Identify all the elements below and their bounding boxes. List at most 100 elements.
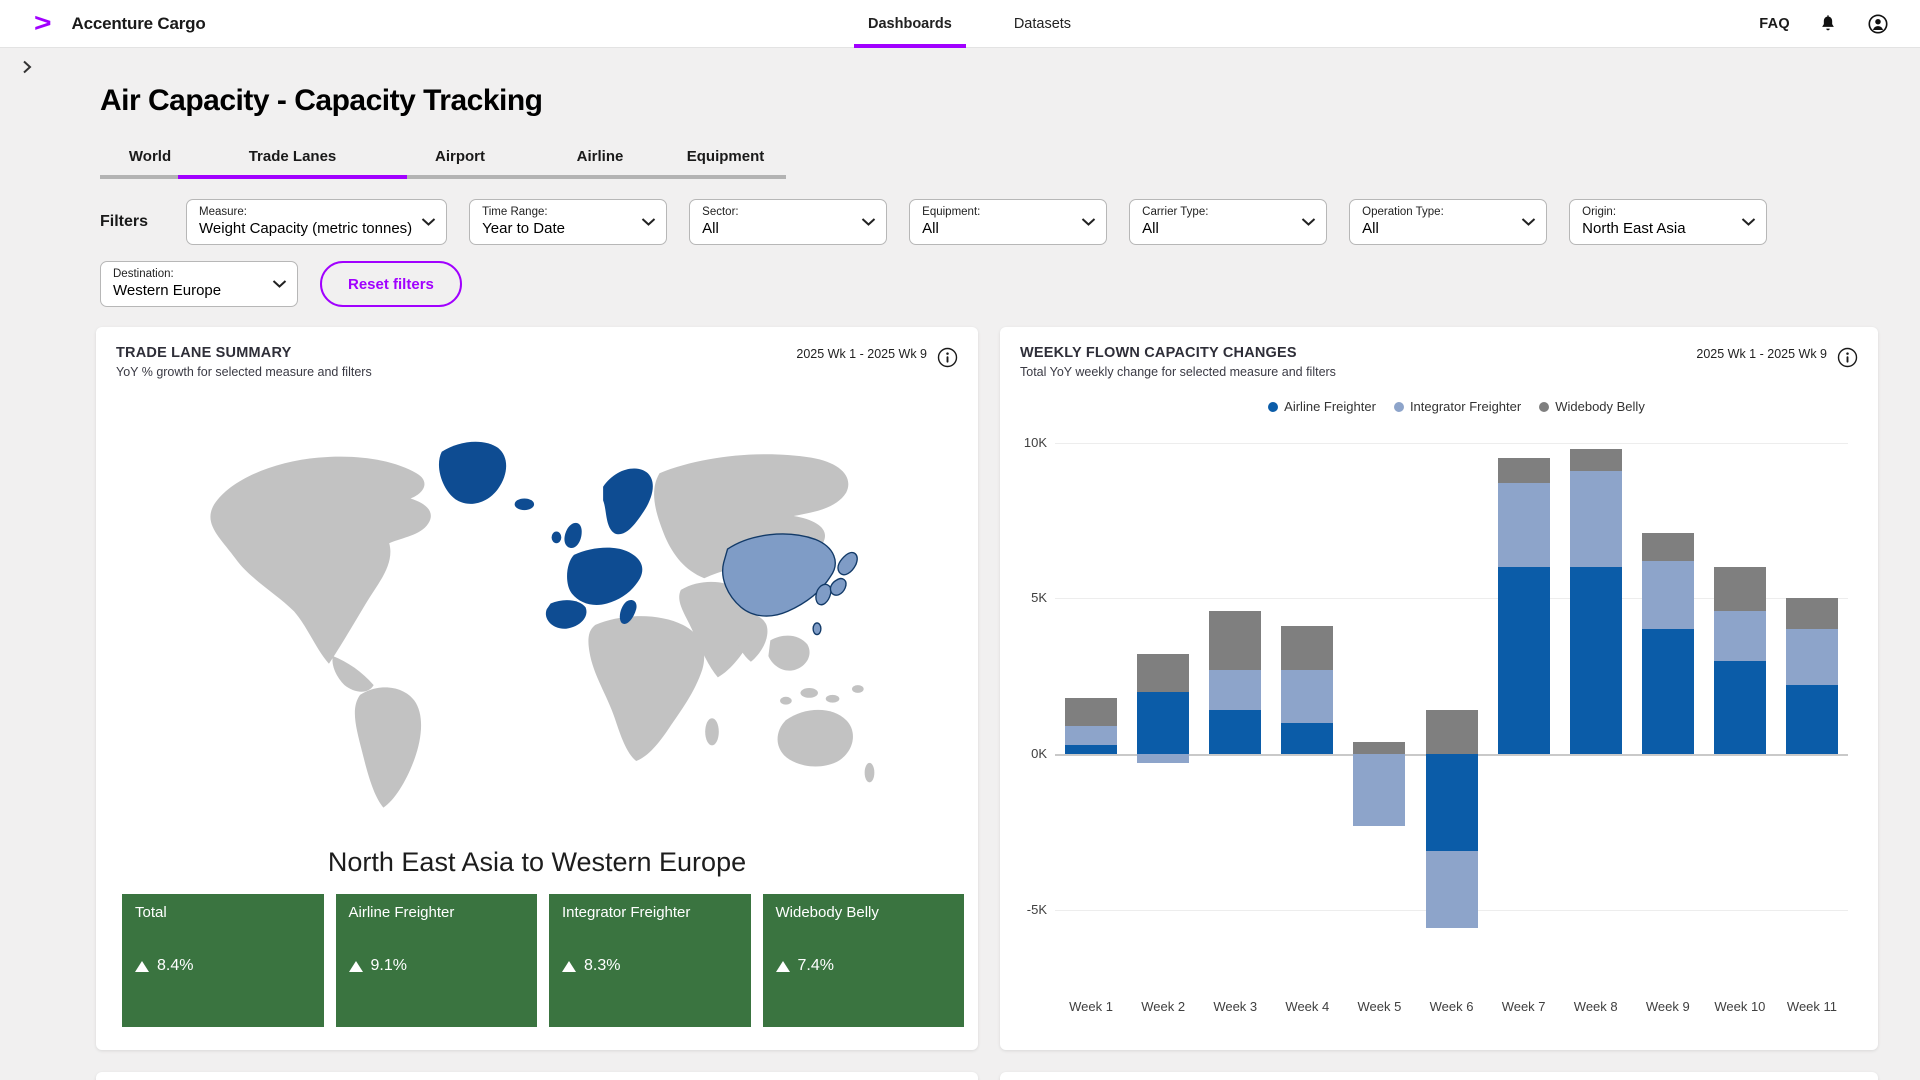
map-scandinavia-highlight [603, 469, 653, 535]
reset-filters-button[interactable]: Reset filters [320, 261, 462, 307]
app-header: > Accenture Cargo DashboardsDatasets FAQ [0, 0, 1920, 48]
bar-week-8-airline-freighter[interactable] [1570, 567, 1622, 754]
bar-week-2-airline-freighter[interactable] [1137, 692, 1189, 754]
x-tick-label: Week 8 [1560, 999, 1632, 1014]
chevron-down-icon [1081, 218, 1096, 227]
info-icon[interactable] [1837, 347, 1858, 368]
filter-carrier-type[interactable]: Carrier Type:All [1129, 199, 1327, 245]
brand-title: Accenture Cargo [72, 14, 206, 34]
info-icon[interactable] [937, 347, 958, 368]
nav-dashboards[interactable]: Dashboards [860, 0, 960, 48]
filter-label: Time Range: [482, 206, 632, 218]
bar-week-8-integrator-freighter[interactable] [1570, 471, 1622, 568]
tab-trade-lanes[interactable]: Trade Lanes [200, 140, 385, 179]
filter-label: Carrier Type: [1142, 206, 1292, 218]
date-range: 2025 Wk 1 - 2025 Wk 9 [1696, 347, 1827, 361]
legend-widebody-belly[interactable]: Widebody Belly [1539, 399, 1645, 414]
notifications-bell-icon[interactable] [1816, 12, 1840, 36]
filter-operation-type[interactable]: Operation Type: All [1349, 199, 1547, 245]
bar-week-3-widebody-belly[interactable] [1209, 611, 1261, 670]
bar-week-6-widebody-belly[interactable] [1426, 710, 1478, 754]
filter-time-range[interactable]: Time Range: Year to Date [469, 199, 667, 245]
bar-week-6-integrator-freighter[interactable] [1426, 851, 1478, 929]
bar-week-2-widebody-belly[interactable] [1137, 654, 1189, 691]
bar-week-1-integrator-freighter[interactable] [1065, 726, 1117, 745]
bar-week-8-widebody-belly[interactable] [1570, 449, 1622, 471]
filter-label: Destination: [113, 268, 263, 280]
bar-week-11-airline-freighter[interactable] [1786, 685, 1838, 754]
faq-link[interactable]: FAQ [1759, 16, 1790, 32]
bar-week-4-widebody-belly[interactable] [1281, 626, 1333, 670]
page-title: Air Capacity - Capacity Tracking [100, 84, 1920, 118]
x-tick-label: Week 5 [1343, 999, 1415, 1014]
bar-week-1-airline-freighter[interactable] [1065, 745, 1117, 754]
bar-week-10-airline-freighter[interactable] [1714, 661, 1766, 754]
legend-dot-icon [1539, 402, 1549, 412]
x-tick-label: Week 2 [1127, 999, 1199, 1014]
bar-week-3-airline-freighter[interactable] [1209, 710, 1261, 754]
bar-week-4-airline-freighter[interactable] [1281, 723, 1333, 754]
main-nav: Dashboards Datasets [860, 0, 1079, 48]
bar-week-1-widebody-belly[interactable] [1065, 698, 1117, 726]
bar-week-3-integrator-freighter[interactable] [1209, 670, 1261, 710]
tab-airport[interactable]: Airport [385, 140, 535, 179]
bar-week-2-integrator-freighter[interactable] [1137, 754, 1189, 763]
map-japan-highlight [838, 553, 857, 575]
filter-value: All [1362, 220, 1512, 237]
chevron-down-icon [421, 218, 436, 227]
trade-lane-caption: North East Asia to Western Europe [96, 847, 978, 878]
legend-dot-icon [1394, 402, 1404, 412]
stat-label: Integrator Freighter [562, 904, 738, 921]
bar-week-10-widebody-belly[interactable] [1714, 567, 1766, 611]
filter-value: Western Europe [113, 282, 263, 299]
stat-airline-freighter: Airline Freighter9.1% [336, 894, 538, 1027]
tab-world[interactable]: World [100, 140, 200, 179]
tab-equipment[interactable]: Equipment [665, 140, 786, 179]
map-north-america [210, 457, 430, 664]
bar-week-5-widebody-belly[interactable] [1353, 742, 1405, 754]
legend-airline-freighter[interactable]: Airline Freighter [1268, 399, 1376, 414]
filter-equipment[interactable]: Equipment:All [909, 199, 1107, 245]
bar-week-9-integrator-freighter[interactable] [1642, 561, 1694, 630]
bar-week-6-airline-freighter[interactable] [1426, 754, 1478, 851]
gridline-10K: 10K [1055, 443, 1848, 444]
chevron-down-icon [272, 280, 287, 289]
legend-label: Integrator Freighter [1410, 399, 1521, 414]
account-avatar-icon[interactable] [1866, 12, 1890, 36]
bar-week-9-widebody-belly[interactable] [1642, 533, 1694, 561]
nav-datasets[interactable]: Datasets [1006, 0, 1079, 48]
bar-week-11-integrator-freighter[interactable] [1786, 629, 1838, 685]
map-uk-highlight [564, 523, 581, 548]
bar-week-9-airline-freighter[interactable] [1642, 629, 1694, 754]
y-tick-label: 5K [1005, 590, 1047, 605]
filter-label: Operation Type: [1362, 206, 1512, 218]
bar-week-10-integrator-freighter[interactable] [1714, 611, 1766, 661]
bar-week-4-integrator-freighter[interactable] [1281, 670, 1333, 723]
stat-value: 8.3% [584, 957, 620, 975]
stat-label: Total [135, 904, 311, 921]
chevron-down-icon [861, 218, 876, 227]
stat-total: Total8.4% [122, 894, 324, 1027]
map-madagascar [705, 718, 719, 745]
filters-label: Filters [100, 213, 148, 231]
filter-sector[interactable]: Sector:All [689, 199, 887, 245]
bar-week-11-widebody-belly[interactable] [1786, 598, 1838, 629]
card-title: TRADE LANE SUMMARY [116, 345, 372, 361]
date-range: 2025 Wk 1 - 2025 Wk 9 [796, 347, 927, 361]
operating-airlines-card: OPERATING AIRLINES 2025 Wk 1 - 2025 Wk 9 [1000, 1072, 1878, 1080]
chevron-down-icon [1301, 218, 1316, 227]
chart-legend: Airline Freighter Integrator Freighter Wid… [1045, 399, 1868, 414]
filter-origin[interactable]: Origin:North East Asia [1569, 199, 1767, 245]
bar-week-7-airline-freighter[interactable] [1498, 567, 1550, 754]
x-tick-label: Week 11 [1776, 999, 1848, 1014]
bar-week-7-widebody-belly[interactable] [1498, 458, 1550, 483]
bar-week-7-integrator-freighter[interactable] [1498, 483, 1550, 567]
filter-measure[interactable]: Measure:Weight Capacity (metric tonnes) [186, 199, 447, 245]
card-title: WEEKLY FLOWN CAPACITY CHANGES [1020, 345, 1336, 361]
triangle-up-icon [135, 961, 149, 972]
filter-value: Year to Date [482, 220, 632, 237]
tab-airline[interactable]: Airline [535, 140, 665, 179]
filter-destination[interactable]: Destination: Western Europe [100, 261, 298, 307]
legend-integrator-freighter[interactable]: Integrator Freighter [1394, 399, 1521, 414]
bar-week-5-integrator-freighter[interactable] [1353, 754, 1405, 826]
